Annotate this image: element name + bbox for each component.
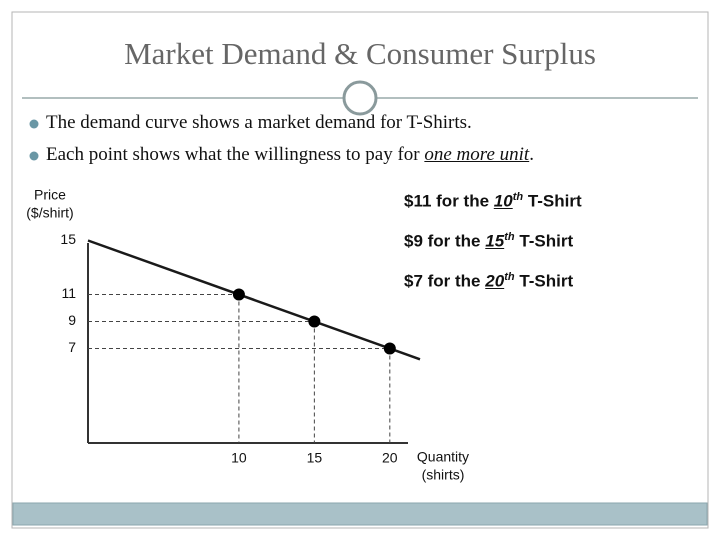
x-tick-label: 20	[382, 450, 398, 466]
bullet-dot	[29, 151, 39, 161]
bullet-emphasis: one more unit	[424, 144, 530, 165]
annotation: $7 for the 20th T-Shirt	[404, 271, 573, 292]
title-ring	[342, 80, 378, 116]
x-axis-label: (shirts)	[422, 467, 465, 483]
point	[308, 315, 321, 328]
y-tick-label: 9	[68, 312, 76, 328]
annotation: $9 for the 15th T-Shirt	[404, 231, 573, 252]
bullet-end: .	[529, 144, 534, 165]
annotation-lead: $9 for the	[404, 231, 481, 251]
y-tick-label: 15	[60, 231, 76, 247]
annotation-sup: th	[504, 271, 515, 283]
annotation-ordinal: 20	[485, 271, 505, 291]
annotation-tail: T-Shirt	[519, 231, 574, 251]
footer-band	[12, 502, 708, 526]
bullet-dot	[29, 119, 39, 129]
annotation-lead: $11 for the	[404, 191, 490, 211]
annotation-sup: th	[504, 231, 515, 243]
x-tick-label: 10	[231, 450, 247, 466]
demand-curve	[87, 239, 421, 361]
annotation: $11 for the 10th T-Shirt	[404, 191, 582, 212]
annotation-tail: T-Shirt	[527, 191, 582, 211]
x-tick-label: 15	[307, 450, 323, 466]
y-tick-label: 7	[68, 339, 76, 355]
y-axis-label: ($/shirt)	[26, 205, 73, 221]
annotation-tail: T-Shirt	[519, 271, 574, 291]
y-tick-label: 11	[61, 285, 76, 301]
point	[383, 342, 396, 355]
bullet-text: Each point shows what the willingness to…	[46, 144, 420, 165]
annotation-lead: $7 for the	[404, 271, 481, 291]
bullet: The demand curve shows a market demand f…	[46, 112, 472, 134]
annotation-sup: th	[512, 191, 524, 203]
annotation-ordinal: 15	[485, 231, 505, 251]
annotation-ordinal: 10	[493, 191, 513, 211]
x-axis-label: Quantity	[417, 449, 469, 465]
slide-frame	[11, 11, 709, 529]
bullet: Each point shows what the willingness to…	[46, 144, 534, 166]
y-axis-label: Price	[34, 187, 66, 203]
bullet-text: The demand curve shows a market demand f…	[46, 112, 472, 133]
slide-title: Market Demand & Consumer Surplus	[124, 36, 596, 71]
point	[232, 288, 245, 301]
